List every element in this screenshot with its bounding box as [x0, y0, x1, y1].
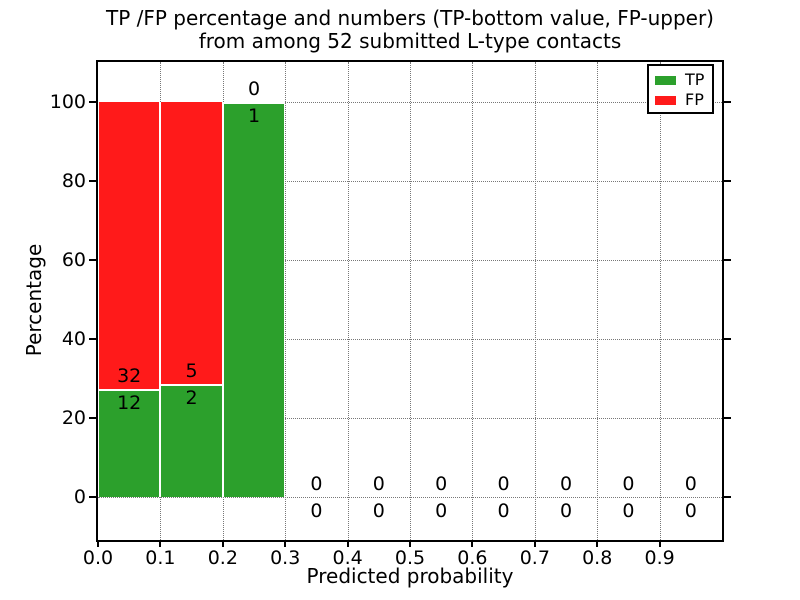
bar-segment-fp	[98, 101, 161, 389]
x-axis-label: Predicted probability	[306, 564, 514, 588]
x-tick-label: 0.2	[207, 547, 238, 569]
y-tick	[89, 179, 96, 182]
bar-count-label-tp: 0	[684, 499, 697, 522]
bar-segment-tp	[98, 388, 161, 497]
y-tick-label: 100	[49, 90, 86, 113]
y-tick-label: 80	[61, 169, 86, 192]
bar-count-label-fp: 0	[310, 472, 323, 495]
gridline-vertical	[597, 62, 599, 540]
x-tick-label: 0.7	[519, 547, 550, 569]
x-tick	[533, 540, 536, 547]
y-tick-right	[724, 337, 731, 340]
x-tick	[596, 540, 599, 547]
bar-segment-fp	[160, 101, 223, 384]
bar-count-label-fp: 0	[497, 472, 510, 495]
bar-count-label-fp: 0	[247, 77, 261, 100]
y-tick	[89, 416, 96, 419]
bar-count-label-fp: 5	[185, 359, 198, 382]
x-tick	[97, 540, 99, 547]
bar-count-label-fp: 0	[622, 472, 635, 495]
gridline-vertical	[659, 62, 661, 540]
y-tick-label: 0	[73, 485, 86, 508]
legend-label-tp: TP	[685, 70, 705, 89]
x-tick	[409, 540, 411, 547]
x-tick	[159, 540, 162, 547]
bar-count-label-tp: 0	[372, 499, 385, 522]
y-tick	[89, 495, 96, 498]
bar-count-label-tp: 0	[497, 499, 510, 522]
y-tick	[89, 100, 96, 103]
gridline-vertical	[285, 62, 287, 540]
bar-count-label-fp: 0	[372, 472, 385, 495]
y-tick-right	[724, 179, 731, 182]
chart-title-line1: TP /FP percentage and numbers (TP-bottom…	[106, 6, 714, 30]
x-tick-label: 0.1	[145, 547, 176, 569]
x-tick	[284, 540, 287, 547]
bar-count-label-fp: 0	[559, 472, 573, 495]
y-tick	[89, 258, 96, 261]
x-tick-label: 0.5	[394, 547, 426, 569]
y-axis-label: Percentage	[22, 243, 46, 357]
bar-count-label-tp: 1	[247, 104, 261, 127]
bar-segment-tp	[160, 383, 223, 497]
x-tick-label: 0.6	[457, 547, 488, 569]
y-tick-right	[724, 495, 731, 498]
gridline-vertical	[410, 62, 411, 540]
y-tick	[89, 337, 96, 340]
x-tick	[471, 540, 474, 547]
gridline-vertical	[472, 62, 474, 540]
x-tick	[346, 540, 349, 547]
legend-row: FP	[655, 90, 712, 110]
chart-title: TP /FP percentage and numbers (TP-bottom…	[96, 7, 724, 53]
bar-count-label-fp: 0	[684, 472, 697, 495]
gridline-vertical-over-bar	[160, 101, 162, 497]
legend-swatch-tp	[655, 75, 676, 85]
x-tick	[658, 540, 661, 547]
y-tick-label: 20	[61, 406, 86, 429]
y-tick-label: 40	[61, 327, 86, 350]
gridline-vertical-over-bar	[222, 101, 224, 497]
x-tick-label: 0.0	[82, 547, 114, 569]
bar-count-label-tp: 0	[435, 499, 448, 522]
gridline-vertical	[347, 62, 349, 540]
plot-area: 32 12 5 2 0 1 0 0 0 0 0 0 0 0 0 0 0 0 0 0 0.0 0.1 0.2 0.3 0.4 0.5…	[50, 60, 731, 569]
y-tick-right	[724, 416, 731, 419]
x-tick	[221, 540, 224, 547]
legend-swatch-fp	[655, 95, 676, 105]
bar-count-label-tp: 12	[117, 391, 142, 414]
x-tick-label: 0.3	[270, 547, 301, 569]
chart-title-line2: from among 52 submitted L-type contacts	[198, 29, 622, 53]
x-tick-label: 0.9	[644, 547, 675, 569]
bar-count-label-fp: 0	[435, 472, 448, 495]
x-tick-label: 0.8	[582, 547, 613, 569]
bar-count-label-tp: 0	[310, 499, 323, 522]
x-tick-label: 0.4	[332, 547, 363, 569]
gridline-vertical	[534, 62, 536, 540]
y-tick-label: 60	[61, 248, 86, 271]
bar-count-label-tp: 0	[622, 499, 635, 522]
bar-segment-tp	[222, 101, 286, 497]
bar-count-label-fp: 32	[117, 364, 142, 387]
y-tick-right	[724, 100, 731, 103]
legend-label-fp: FP	[685, 90, 704, 109]
y-tick-right	[724, 258, 731, 261]
legend: TP FP	[647, 64, 714, 114]
bar-count-label-tp: 2	[185, 386, 198, 409]
bar-count-label-tp: 0	[559, 499, 573, 522]
legend-row: TP	[655, 70, 712, 90]
